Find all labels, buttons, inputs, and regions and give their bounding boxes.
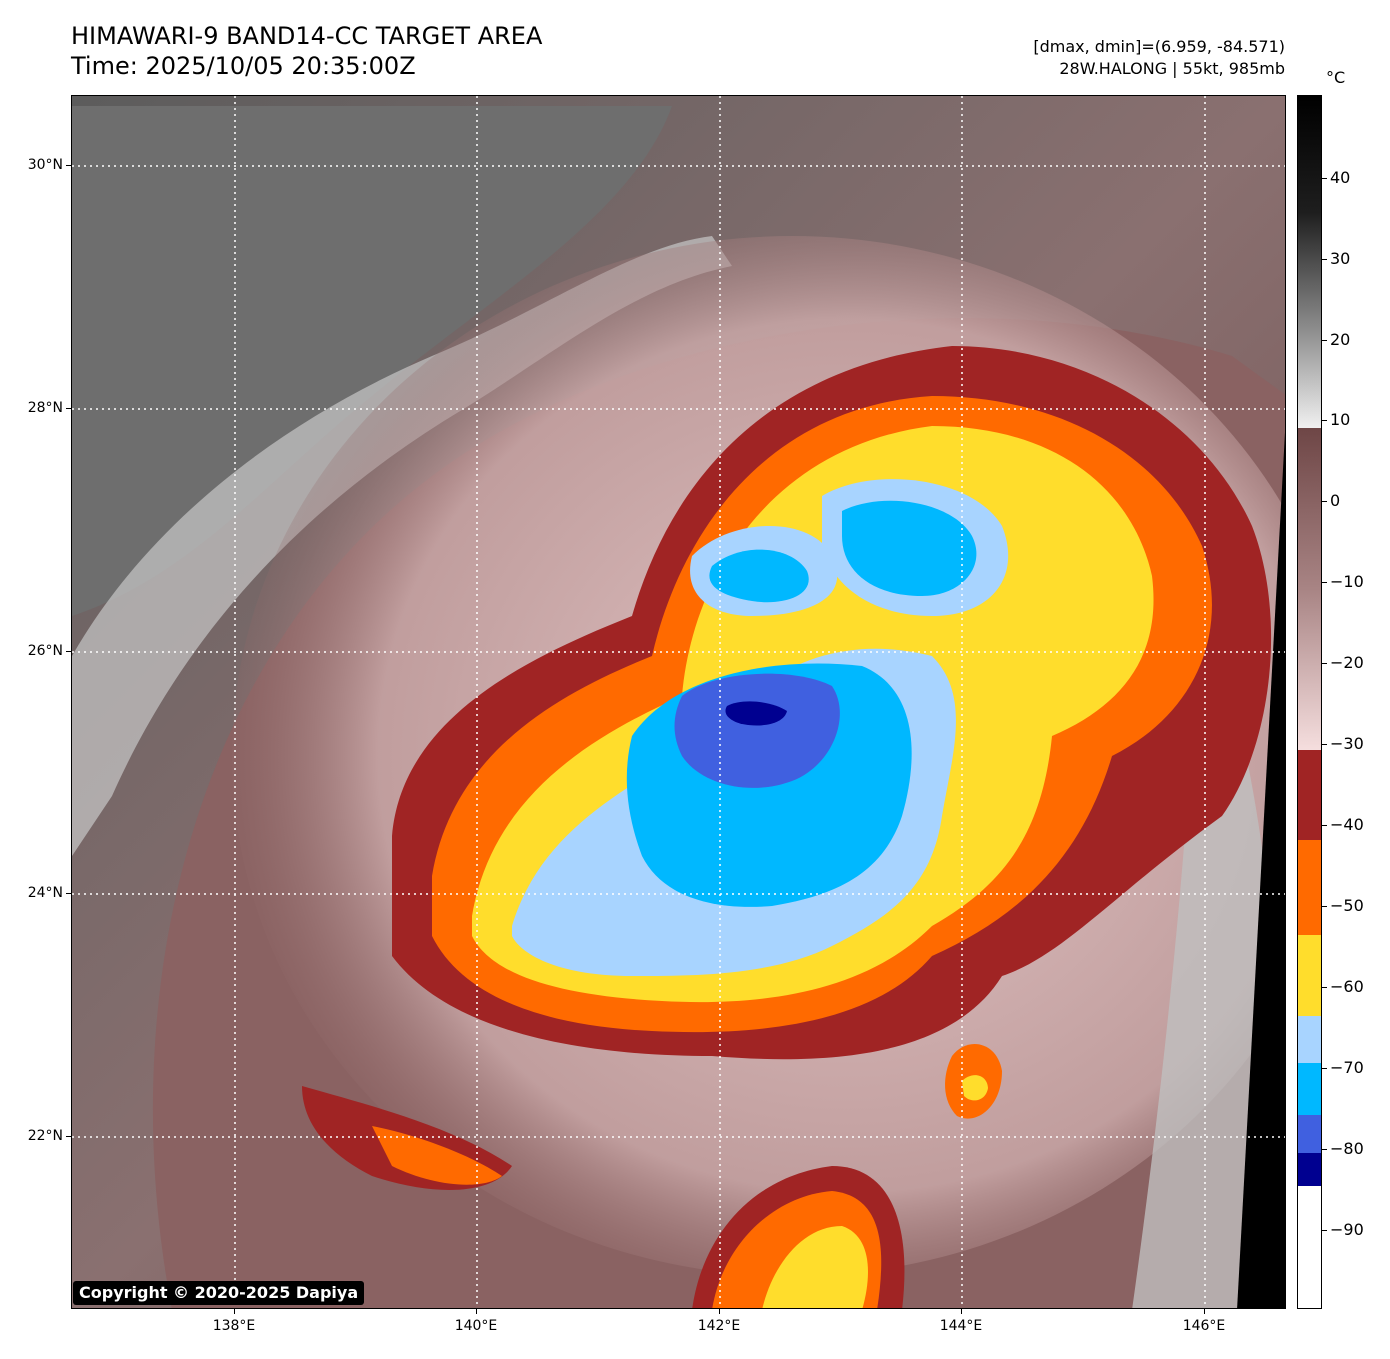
map-black-edge [1237,432,1285,1308]
lon-label-140: 140°E [454,1318,498,1334]
cloud-band-south-yellow [762,1226,868,1308]
lat-label-26: 26°N [27,643,63,659]
colorbar-brown-scale [1298,428,1321,750]
lon-tick-144 [961,1309,962,1314]
graticule [72,96,1285,1308]
cb-tick-10 [1322,420,1327,421]
colorbar-yellow [1298,935,1321,1016]
cb-label-m40: −40 [1330,815,1364,834]
cb-tick-m20 [1322,663,1327,664]
title-line-1: HIMAWARI-9 BAND14-CC TARGET AREA [71,22,543,50]
cloud-top-cyan-north [709,549,809,603]
cb-tick-m10 [1322,582,1327,583]
colorbar-royal-blue [1298,1115,1321,1153]
cb-tick-m90 [1322,1230,1327,1231]
cb-tick-m50 [1322,906,1327,907]
lon-tick-138 [234,1309,235,1314]
cb-tick-m30 [1322,744,1327,745]
cb-tick-m70 [1322,1068,1327,1069]
cb-tick-30 [1322,259,1327,260]
dmax-dmin-readout: [dmax, dmin]=(6.959, -84.571) [1033,37,1285,56]
cb-tick-0 [1322,501,1327,502]
lon-tick-142 [719,1309,720,1314]
cb-label-m30: −30 [1330,734,1364,753]
cb-tick-m60 [1322,987,1327,988]
cloud-cell-east-core [962,1075,988,1101]
cb-label-m70: −70 [1330,1058,1364,1077]
cb-label-30: 30 [1330,249,1351,268]
lon-label-144: 144°E [939,1318,983,1334]
lon-tick-146 [1204,1309,1205,1314]
cb-label-40: 40 [1330,168,1351,187]
cloud-top-navy [725,701,787,726]
lat-label-28: 28°N [27,400,63,416]
lat-tick-22 [66,1136,71,1137]
cb-label-m80: −80 [1330,1139,1364,1158]
cb-tick-m80 [1322,1149,1327,1150]
lat-label-22: 22°N [27,1128,63,1144]
colorbar-dark-red [1298,750,1321,840]
cb-tick-20 [1322,340,1327,341]
lat-tick-28 [66,408,71,409]
cb-label-m60: −60 [1330,977,1364,996]
storm-info: 28W.HALONG | 55kt, 985mb [1059,59,1285,78]
lon-label-146: 146°E [1182,1318,1226,1334]
cb-label-m20: −20 [1330,653,1364,672]
colorbar-cyan [1298,1063,1321,1115]
colorbar-orange [1298,840,1321,935]
lat-label-30: 30°N [27,157,63,173]
colorbar-light-blue [1298,1016,1321,1063]
title-line-2: Time: 2025/10/05 20:35:00Z [71,52,416,80]
cb-tick-m40 [1322,825,1327,826]
colorbar-unit: °C [1326,68,1346,87]
copyright-notice: Copyright © 2020-2025 Dapiya [73,1281,365,1305]
lat-label-24: 24°N [27,885,63,901]
cloud-top-cyan-northeast [842,500,977,596]
cb-label-20: 20 [1330,330,1351,349]
map-imagery [72,96,1285,1308]
cloud-top-royal-blue [674,673,840,788]
colorbar-swatches [1298,96,1321,1308]
cb-label-0: 0 [1330,491,1341,510]
colorbar-white [1298,1186,1321,1308]
colorbar-navy [1298,1153,1321,1186]
colorbar-gray-scale [1298,96,1321,428]
cb-tick-40 [1322,178,1327,179]
cb-label-m90: −90 [1330,1220,1364,1239]
lat-tick-24 [66,893,71,894]
lon-tick-140 [476,1309,477,1314]
satellite-map [71,95,1286,1309]
cb-label-m10: −10 [1330,572,1364,591]
lat-tick-30 [66,165,71,166]
cloud-white-arc [72,236,732,856]
cb-label-m50: −50 [1330,896,1364,915]
lon-label-138: 138°E [212,1318,256,1334]
colorbar [1297,95,1322,1309]
lat-tick-26 [66,651,71,652]
lon-label-142: 142°E [697,1318,741,1334]
cloud-band-southwest-orange [372,1126,502,1185]
cb-label-10: 10 [1330,410,1351,429]
